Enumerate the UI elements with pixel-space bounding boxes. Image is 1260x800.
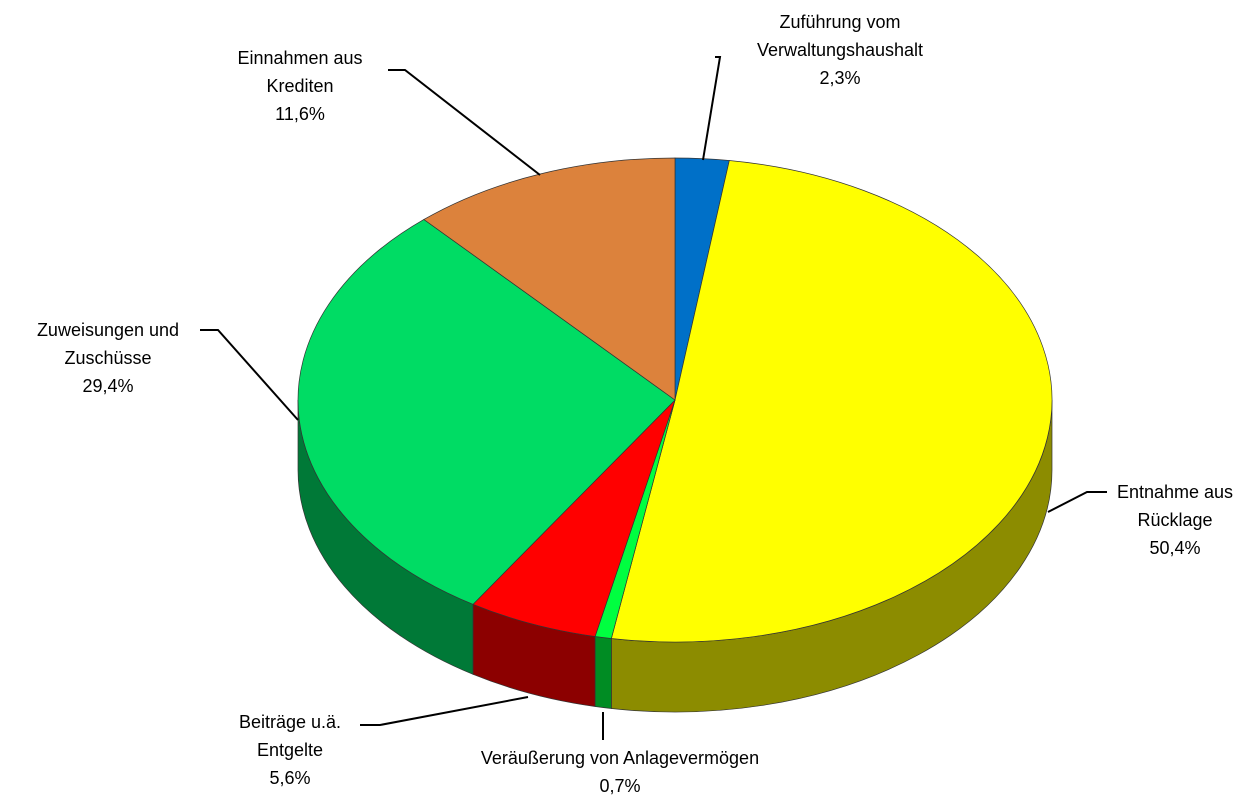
slice [423, 157, 676, 401]
value-label: 50,4% [1149, 538, 1201, 558]
leader-line [702, 56, 722, 161]
slice [472, 399, 676, 637]
leader-line [360, 696, 529, 726]
category-label: Beiträge u.ä. Entgelte [238, 712, 342, 760]
category-label: Entnahme aus Rücklage [1116, 482, 1234, 530]
category-label: Zuweisungen und Zuschüsse [36, 320, 180, 368]
slice-label: Einnahmen aus Krediten 11,6% [213, 44, 388, 128]
slice-label: Zuweisungen und Zuschüsse 29,4% [8, 316, 208, 400]
slice [297, 219, 676, 605]
leader-line [388, 69, 541, 176]
slice-label: Entnahme aus Rücklage 50,4% [1095, 478, 1255, 562]
value-label: 29,4% [82, 376, 134, 396]
value-label: 0,7% [599, 776, 641, 796]
category-label: Veräußerung von Anlagevermögen [480, 748, 760, 768]
value-label: 5,6% [269, 768, 311, 788]
slice-label: Zuführung vom Verwaltungshaushalt 2,3% [725, 8, 955, 92]
slice-label: Veräußerung von Anlagevermögen 0,7% [420, 744, 820, 800]
value-label: 2,3% [819, 68, 861, 88]
slice-side [594, 636, 612, 709]
value-label: 11,6% [275, 104, 325, 124]
leader-line [200, 329, 299, 421]
leader-line [1047, 491, 1107, 513]
category-label: Einnahmen aus Krediten [237, 48, 363, 96]
category-label: Zuführung vom Verwaltungshaushalt [756, 12, 924, 60]
slice [610, 160, 1053, 643]
slice-label: Beiträge u.ä. Entgelte 5,6% [220, 708, 360, 792]
